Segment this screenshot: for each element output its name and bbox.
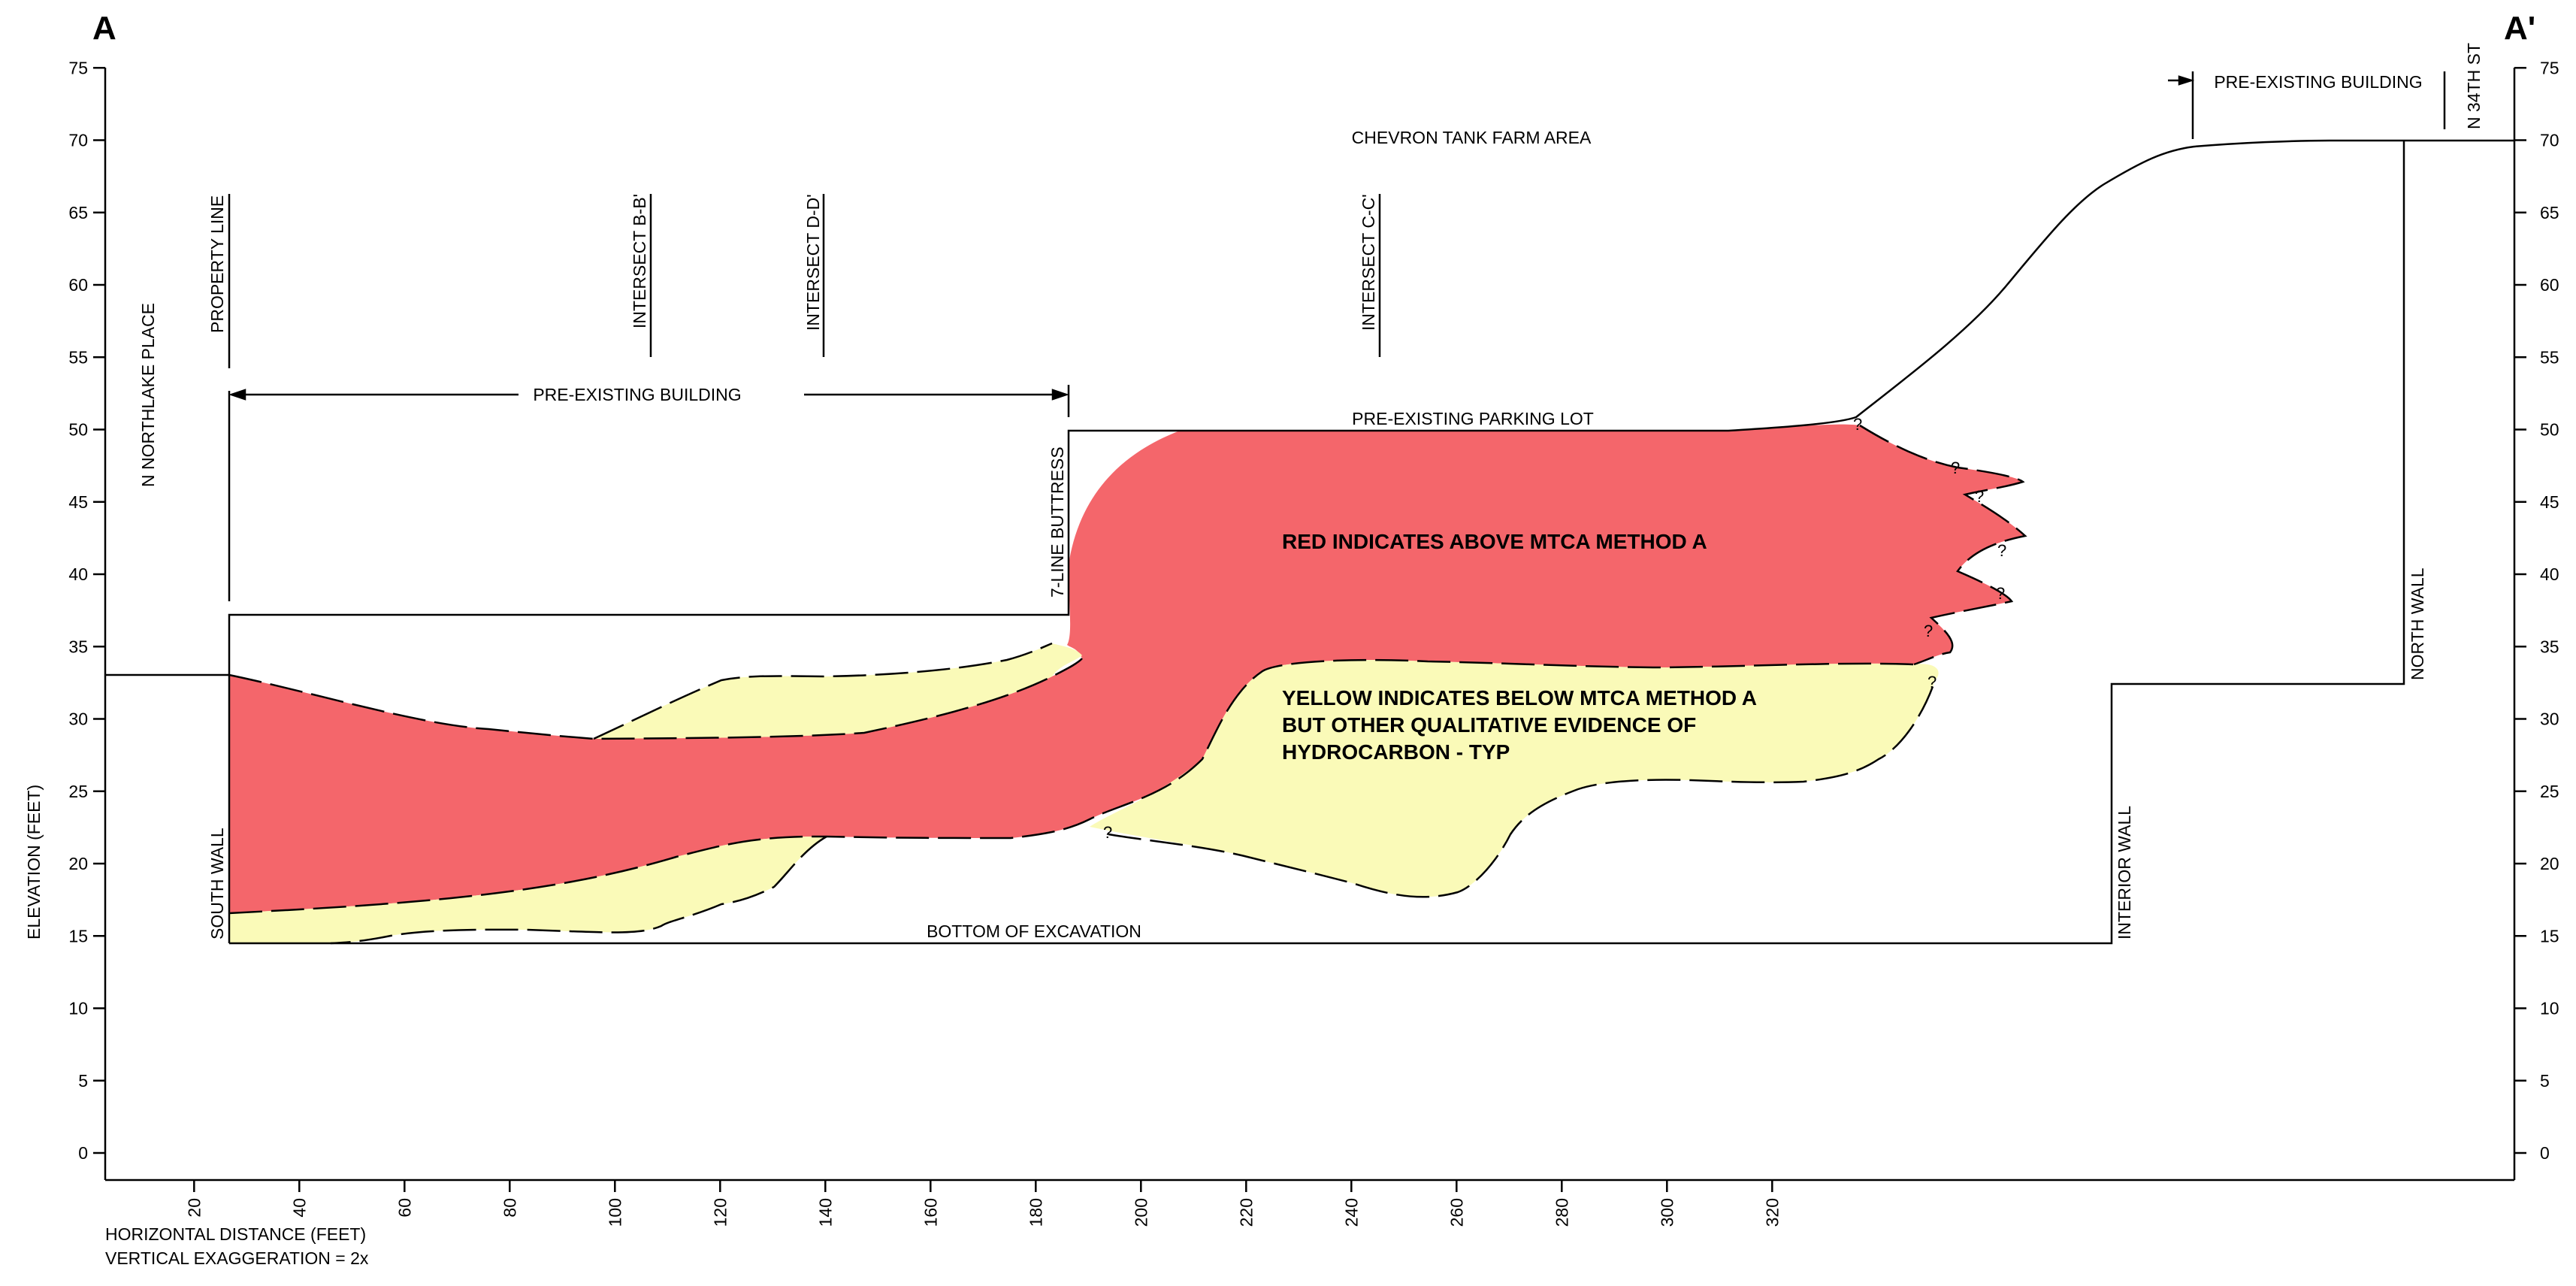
y-tick-label-left: 15 bbox=[68, 926, 88, 946]
red-zone-above-mtca bbox=[229, 424, 2025, 913]
question-mark: ? bbox=[1927, 673, 1937, 691]
building-dimension-line bbox=[228, 389, 1069, 401]
y-tick-label-left: 70 bbox=[68, 131, 88, 150]
marker-lines bbox=[228, 71, 2446, 601]
x-tick-label: 40 bbox=[289, 1198, 309, 1218]
x-axis-title: HORIZONTAL DISTANCE (FEET) bbox=[105, 1224, 366, 1244]
buttress-label: 7-LINE BUTTRESS bbox=[1048, 446, 1067, 598]
x-tick-label: 160 bbox=[921, 1198, 940, 1227]
question-mark: ? bbox=[1997, 541, 2006, 560]
yellow-zone-upper-left bbox=[594, 643, 1082, 739]
x-tick-label: 200 bbox=[1131, 1198, 1150, 1227]
north-wall-label: NORTH WALL bbox=[2408, 567, 2427, 680]
yellow-legend-note-3: HYDROCARBON - TYP bbox=[1282, 740, 1510, 764]
y-tick-label-left: 60 bbox=[68, 275, 88, 295]
x-tick-label: 100 bbox=[605, 1198, 624, 1227]
question-mark: ? bbox=[1951, 458, 1960, 477]
street-label: N 34TH ST bbox=[2464, 43, 2484, 129]
y-tick-label-left: 55 bbox=[68, 347, 88, 367]
y-tick-label-right: 0 bbox=[2540, 1143, 2550, 1163]
y-tick-label-right: 15 bbox=[2540, 926, 2559, 946]
y-tick-label-left: 45 bbox=[68, 492, 88, 512]
question-mark: ? bbox=[1853, 415, 1862, 434]
y-tick-label-left: 65 bbox=[68, 203, 88, 222]
interior-wall-label: INTERIOR WALL bbox=[2115, 806, 2134, 940]
y-tick-label-right: 30 bbox=[2540, 710, 2559, 729]
y-tick-label-left: 10 bbox=[68, 999, 88, 1018]
y-tick-label-right: 35 bbox=[2540, 637, 2559, 656]
section-start-label: A bbox=[92, 10, 116, 47]
y-tick-label-left: 35 bbox=[68, 637, 88, 656]
y-tick-label-right: 75 bbox=[2540, 58, 2559, 77]
y-tick-label-right: 40 bbox=[2540, 564, 2559, 584]
y-tick-label-left: 0 bbox=[78, 1143, 88, 1163]
uncertainty-marks: ? ? ? ? ? ? ? ? bbox=[1103, 415, 2006, 842]
ground-surface-profile bbox=[105, 139, 2514, 945]
yellow-legend-note-1: YELLOW INDICATES BELOW MTCA METHOD A bbox=[1282, 686, 1757, 710]
y-tick-label-right: 10 bbox=[2540, 999, 2559, 1018]
x-tick-label: 280 bbox=[1552, 1198, 1571, 1227]
yellow-zone-right bbox=[1090, 660, 1939, 897]
question-mark: ? bbox=[1996, 584, 2005, 603]
x-tick-label: 220 bbox=[1236, 1198, 1256, 1227]
yellow-zone-bottom-left bbox=[229, 836, 827, 943]
section-end-label: A' bbox=[2504, 10, 2535, 47]
tank-farm-label: CHEVRON TANK FARM AREA bbox=[1352, 128, 1592, 147]
x-tick-label: 180 bbox=[1026, 1198, 1045, 1227]
x-tick-label: 60 bbox=[395, 1198, 414, 1218]
x-tick-label: 20 bbox=[184, 1198, 204, 1218]
y-tick-label-left: 20 bbox=[68, 854, 88, 873]
question-mark: ? bbox=[1924, 622, 1933, 640]
x-tick-label: 80 bbox=[500, 1198, 519, 1218]
x-tick-label: 240 bbox=[1341, 1198, 1361, 1227]
building-left-label: PRE-EXISTING BUILDING bbox=[533, 385, 741, 404]
x-tick-labels: 20 40 60 80 100 120 140 160 180 200 220 240 260 280 30… bbox=[184, 1198, 1782, 1227]
south-wall-label: SOUTH WALL bbox=[207, 828, 227, 940]
y-tick-label-left: 25 bbox=[68, 782, 88, 801]
y-tick-label-right: 45 bbox=[2540, 492, 2559, 512]
red-legend-note: RED INDICATES ABOVE MTCA METHOD A bbox=[1282, 530, 1707, 553]
x-tick-label: 320 bbox=[1762, 1198, 1782, 1227]
y-tick-label-right: 20 bbox=[2540, 854, 2559, 873]
y-axis-title: ELEVATION (FEET) bbox=[24, 785, 44, 940]
question-mark: ? bbox=[1975, 487, 1984, 506]
y-tick-label-left: 40 bbox=[68, 564, 88, 584]
building-right-label: PRE-EXISTING BUILDING bbox=[2214, 72, 2422, 92]
plot-frame bbox=[104, 68, 2516, 1182]
north-place-label: N NORTHLAKE PLACE bbox=[138, 303, 158, 487]
intersect-c-label: INTERSECT C-C' bbox=[1359, 194, 1378, 331]
axis-ticks bbox=[93, 67, 2526, 1192]
y-tick-label-right: 60 bbox=[2540, 275, 2559, 295]
yellow-legend-note-2: BUT OTHER QUALITATIVE EVIDENCE OF bbox=[1282, 713, 1696, 737]
question-mark: ? bbox=[1103, 823, 1112, 842]
y-tick-label-right: 55 bbox=[2540, 347, 2559, 367]
intersect-b-label: INTERSECT B-B' bbox=[630, 194, 649, 328]
vertical-exaggeration-note: VERTICAL EXAGGERATION = 2x bbox=[105, 1248, 369, 1268]
y-tick-label-left: 30 bbox=[68, 710, 88, 729]
property-line-label: PROPERTY LINE bbox=[207, 195, 227, 333]
y-tick-label-right: 5 bbox=[2540, 1071, 2550, 1091]
bottom-excavation-label: BOTTOM OF EXCAVATION bbox=[927, 921, 1141, 941]
intersect-d-label: INTERSECT D-D' bbox=[803, 194, 823, 331]
contact-dashed-lines bbox=[228, 424, 2027, 945]
parking-lot-label: PRE-EXISTING PARKING LOT bbox=[1352, 409, 1594, 428]
x-tick-label: 140 bbox=[815, 1198, 835, 1227]
x-tick-label: 120 bbox=[710, 1198, 730, 1227]
y-tick-label-right: 70 bbox=[2540, 131, 2559, 150]
y-tick-label-left: 5 bbox=[78, 1071, 88, 1091]
y-tick-label-right: 25 bbox=[2540, 782, 2559, 801]
y-tick-label-right: 50 bbox=[2540, 420, 2559, 440]
x-tick-label: 300 bbox=[1657, 1198, 1677, 1227]
x-tick-label: 260 bbox=[1447, 1198, 1466, 1227]
y-tick-label-left: 75 bbox=[68, 58, 88, 77]
y-tick-label-right: 65 bbox=[2540, 203, 2559, 222]
y-tick-label-left: 50 bbox=[68, 420, 88, 440]
right-building-dimension bbox=[2168, 75, 2195, 86]
